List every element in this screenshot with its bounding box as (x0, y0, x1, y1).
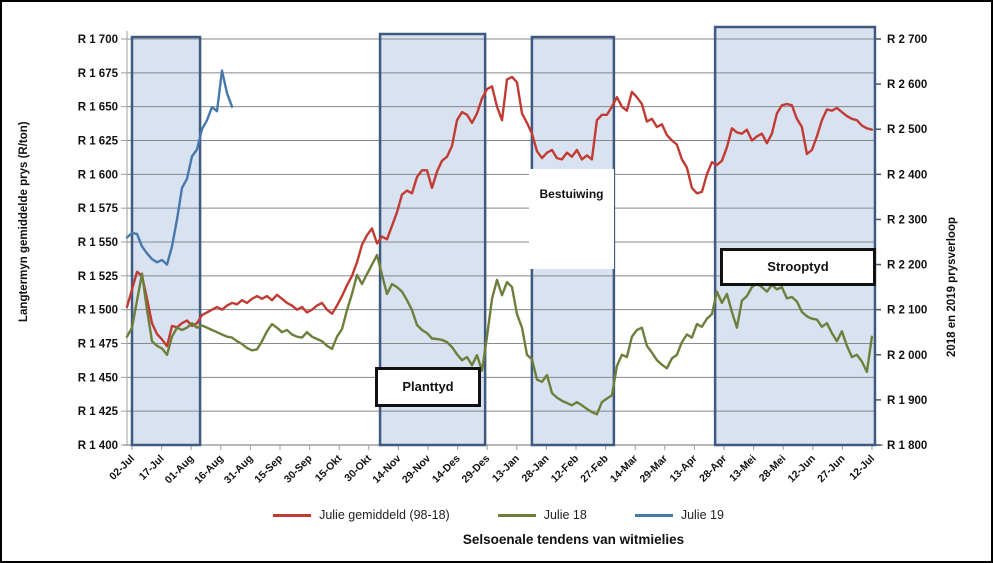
right-axis-title: 2018 en 2019 prysverloop (946, 217, 958, 357)
season-band-border (130, 35, 202, 447)
x-tick-label: 13-Mei (727, 453, 759, 485)
x-tick-label: 15-Okt (313, 452, 345, 484)
left-tick-label: R 1 525 (78, 271, 119, 283)
season-band-fill (132, 37, 201, 445)
legend-label: Julie 18 (543, 508, 587, 522)
x-tick-label: 28-Apr (697, 453, 729, 485)
right-tick-label: R 2 500 (887, 124, 927, 136)
left-tick-label: R 1 600 (78, 169, 118, 181)
left-tick-label: R 1 425 (78, 406, 119, 418)
x-tick-label: 28-Jan (520, 453, 552, 485)
x-tick-label: 30-Okt (342, 452, 374, 484)
legend-label: Julie gemiddeld (98-18) (319, 508, 450, 522)
blue-line-swatch-icon (634, 513, 673, 517)
x-tick-label: 29-Nov (400, 453, 433, 486)
x-tick-label: 29-Mar (637, 453, 669, 485)
red-line-swatch-icon (273, 513, 312, 517)
x-tick-label: 13-Apr (668, 453, 700, 485)
x-tick-label: 31-Aug (222, 453, 256, 487)
right-tick-label: R 2 300 (887, 214, 927, 226)
x-tick-label: 01-Aug (163, 453, 197, 487)
olive-line-swatch-icon (497, 513, 536, 517)
x-tick-label: 29-Des (459, 453, 492, 486)
left-tick-label: R 1 500 (78, 305, 118, 317)
x-tick-label: 12-Jul (847, 453, 877, 483)
chart-caption: Selsoenale tendens van witmielies (462, 532, 685, 547)
x-tick-label: 27-Feb (578, 453, 610, 485)
season-band-fill (715, 27, 875, 445)
right-tick-label: R 2 100 (887, 305, 927, 317)
left-axis-title: Langtermyn gemiddelde prys (R/ton) (18, 121, 30, 323)
x-tick-label: 27-Jun (815, 453, 847, 485)
season-label-strooptyd: Strooptyd (720, 248, 876, 286)
legend: Julie gemiddeld (98-18) Julie 18 Julie 1… (2, 508, 991, 522)
left-tick-label: R 1 625 (78, 136, 119, 148)
series-line-julie-gemiddeld-98-18- (125, 75, 874, 348)
right-tick-label: R 1 900 (887, 395, 927, 407)
left-tick-label: R 1 700 (78, 34, 118, 46)
x-tick-label: 16-Aug (192, 453, 226, 487)
series-line-julie-19 (125, 69, 234, 266)
right-tick-label: R 2 600 (887, 79, 927, 91)
left-tick-label: R 1 650 (78, 102, 118, 114)
left-tick-label: R 1 575 (78, 203, 119, 215)
right-tick-label: R 1 800 (887, 440, 927, 452)
season-band-border (713, 25, 877, 447)
legend-item-julie-18: Julie 18 (497, 508, 587, 522)
left-tick-label: R 1 475 (78, 339, 119, 351)
legend-label: Julie 19 (680, 508, 724, 522)
season-label-planttyd: Planttyd (375, 367, 481, 407)
x-tick-label: 15-Sep (252, 453, 285, 486)
x-tick-label: 28-Mei (757, 453, 789, 485)
season-label-bestuiwing: Bestuiwing (529, 169, 614, 269)
x-tick-label: 14-Des (430, 453, 463, 486)
x-tick-label: 12-Jun (786, 453, 818, 485)
right-tick-label: R 2 200 (887, 260, 927, 272)
right-tick-label: R 2 000 (887, 350, 927, 362)
series-line-julie-18 (125, 253, 874, 416)
right-tick-label: R 2 700 (887, 34, 927, 46)
left-tick-label: R 1 400 (78, 440, 118, 452)
x-tick-label: 14-Nov (370, 453, 403, 486)
left-tick-label: R 1 450 (78, 372, 118, 384)
x-tick-label: 12-Feb (549, 453, 581, 485)
x-tick-label: 30-Sep (282, 453, 315, 486)
x-tick-label: 14-Mar (608, 453, 640, 485)
left-tick-label: R 1 675 (78, 68, 119, 80)
x-tick-label: 02-Jul (107, 453, 137, 483)
x-tick-label: 13-Jan (490, 453, 522, 485)
legend-item-julie-19: Julie 19 (634, 508, 724, 522)
legend-item-julie-gemiddeld: Julie gemiddeld (98-18) (273, 508, 450, 522)
left-tick-label: R 1 550 (78, 237, 118, 249)
right-tick-label: R 2 400 (887, 169, 927, 181)
